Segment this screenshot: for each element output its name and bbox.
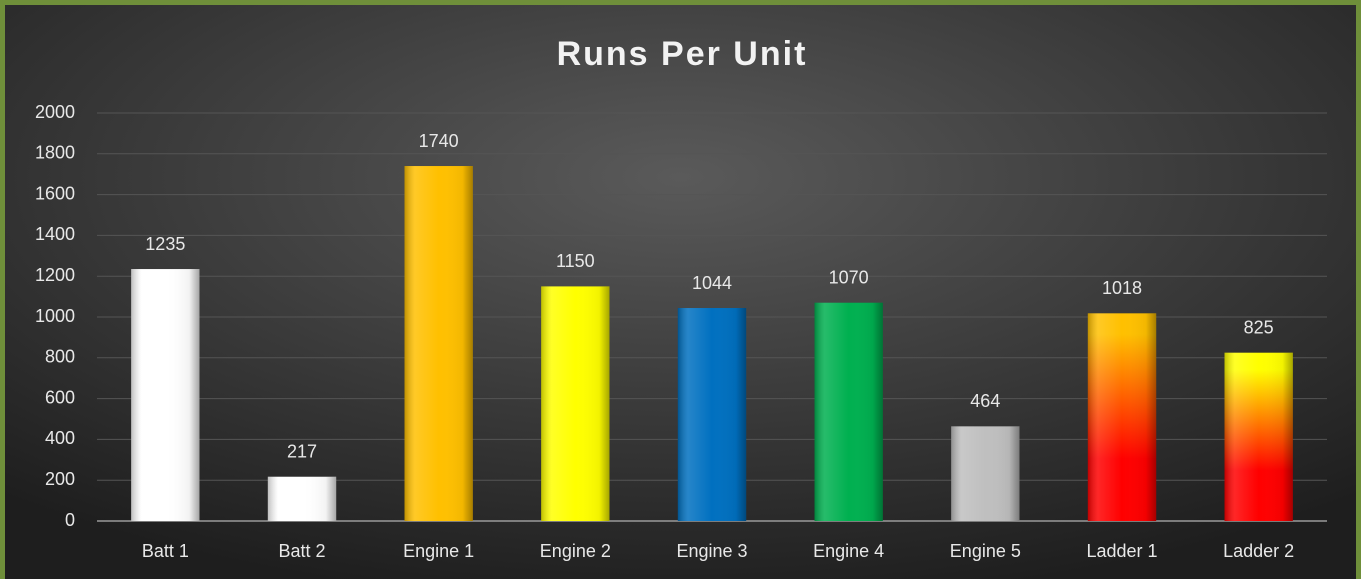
data-label: 1070 xyxy=(829,267,869,287)
y-tick-label: 600 xyxy=(45,387,75,407)
x-tick-label: Ladder 2 xyxy=(1223,541,1294,561)
data-label: 1235 xyxy=(145,234,185,254)
y-tick-label: 1200 xyxy=(35,265,75,285)
y-tick-label: 2000 xyxy=(35,102,75,122)
bar-bevel xyxy=(1087,313,1157,521)
bar-bevel xyxy=(951,426,1020,521)
bar-bevel xyxy=(1224,352,1293,521)
x-tick-label: Ladder 1 xyxy=(1086,541,1157,561)
x-tick-label: Engine 1 xyxy=(403,541,474,561)
bar-bevel xyxy=(404,166,473,522)
data-label: 1150 xyxy=(556,251,595,271)
y-tick-label: 400 xyxy=(45,428,75,448)
data-label: 825 xyxy=(1244,317,1274,337)
y-tick-label: 0 xyxy=(65,510,75,530)
bar-bevel xyxy=(541,286,610,521)
x-tick-label: Engine 4 xyxy=(813,541,884,561)
x-tick-label: Batt 2 xyxy=(278,541,325,561)
y-tick-label: 1800 xyxy=(35,143,75,163)
x-tick-label: Engine 5 xyxy=(950,541,1021,561)
bar-bevel xyxy=(814,302,883,521)
y-tick-label: 800 xyxy=(45,347,75,367)
y-tick-label: 1600 xyxy=(35,183,75,203)
data-label: 217 xyxy=(287,441,317,461)
y-tick-label: 1000 xyxy=(35,306,75,326)
y-tick-label: 200 xyxy=(45,469,75,489)
x-tick-label: Batt 1 xyxy=(142,541,189,561)
bar-bevel xyxy=(677,308,747,521)
bar-bevel xyxy=(131,269,200,521)
x-tick-label: Engine 3 xyxy=(676,541,747,561)
y-tick-label: 1400 xyxy=(35,224,75,244)
data-label: 1044 xyxy=(692,273,732,293)
data-label: 1740 xyxy=(419,131,459,151)
x-tick-label: Engine 2 xyxy=(540,541,611,561)
chart-title: Runs Per Unit xyxy=(557,35,808,73)
bar-bevel xyxy=(267,476,337,521)
data-label: 1018 xyxy=(1102,278,1142,298)
data-label: 464 xyxy=(970,391,1000,411)
